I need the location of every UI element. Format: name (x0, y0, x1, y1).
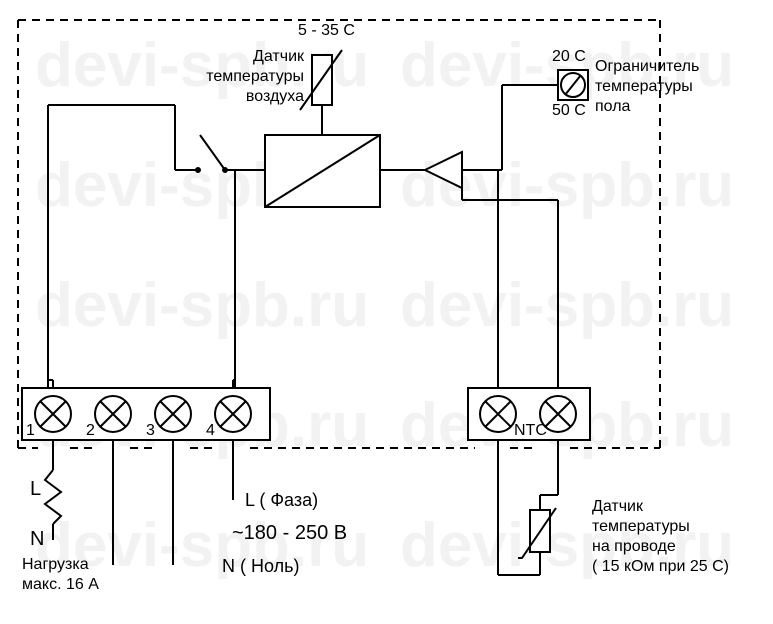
floor-limiter-caption-3: пола (595, 98, 630, 116)
air-sensor-caption-1: Датчик (229, 48, 304, 66)
ntc-caption-1: Датчик (592, 498, 643, 516)
floor-limiter-caption-1: Ограничитель (595, 58, 699, 76)
floor-limiter-top: 20 C (552, 48, 586, 66)
air-sensor-range: 5 - 35 C (298, 22, 355, 40)
floor-limiter-bottom: 50 C (552, 102, 586, 120)
floor-limiter-caption-2: температуры (595, 78, 693, 96)
load-caption-2: макс. 16 А (22, 576, 99, 594)
N-null: N ( Ноль) (222, 556, 299, 577)
terminal-3: 3 (146, 422, 155, 440)
voltage: ~180 - 250 В (232, 522, 347, 545)
ntc-label: NTC (514, 422, 547, 440)
load-caption-1: Нагрузка (22, 556, 89, 574)
ntc-caption-2: температуры (592, 518, 690, 536)
terminal-1: 1 (26, 422, 35, 440)
terminal-4: 4 (206, 422, 215, 440)
ntc-caption-3: на проводе (592, 538, 676, 556)
load-N: N (30, 528, 44, 551)
load-L: L (30, 478, 41, 501)
ntc-caption-4: ( 15 кОм при 25 C) (592, 558, 729, 576)
terminal-2: 2 (86, 422, 95, 440)
air-sensor-caption-3: воздуха (240, 88, 304, 106)
air-sensor-caption-2: температуры (197, 68, 304, 86)
L-phase: L ( Фаза) (245, 490, 318, 511)
